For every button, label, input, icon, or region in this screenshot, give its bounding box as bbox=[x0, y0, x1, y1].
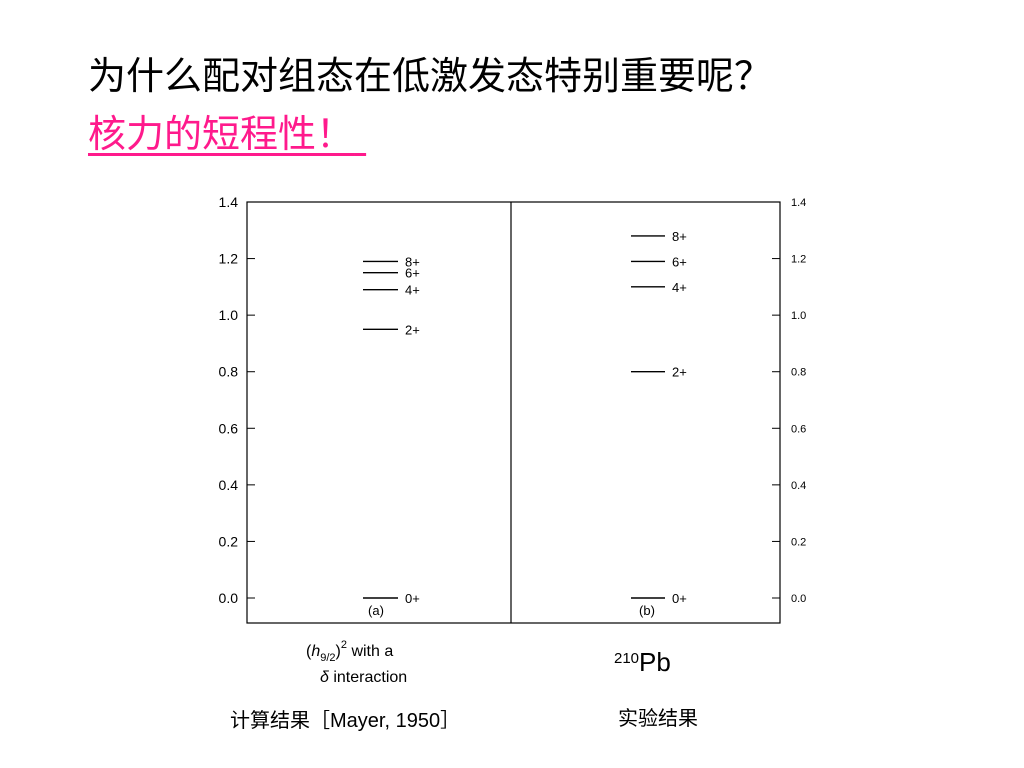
right-axis: 0.0 0.2 0.4 0.6 0.8 1.0 1.2 1.4 bbox=[772, 197, 806, 605]
energy-level-label: 2+ bbox=[672, 365, 687, 380]
panel-a-description-line1: (h9/2)2 with a bbox=[306, 639, 393, 664]
energy-level-label: 0+ bbox=[405, 591, 420, 606]
caption-calculation: 计算结果［Mayer, 1950］ bbox=[230, 704, 460, 733]
description-with-a: with a bbox=[350, 643, 393, 660]
energy-level-label: 6+ bbox=[672, 254, 687, 269]
right-tick-label: 1.2 bbox=[791, 254, 806, 266]
left-axis: 0.0 0.2 0.4 0.6 0.8 1.0 1.2 1.4 bbox=[219, 194, 255, 606]
right-tick-label: 1.0 bbox=[791, 310, 806, 322]
caption-calc-suffix: ］ bbox=[440, 708, 461, 732]
orbital-power: 2 bbox=[341, 639, 347, 651]
plot-frame bbox=[246, 201, 781, 624]
caption-calc-ref: Mayer, 1950 bbox=[330, 710, 441, 732]
left-tick-label: 1.0 bbox=[219, 307, 239, 323]
left-tick-label: 0.6 bbox=[219, 420, 239, 436]
slide-title: 为什么配对组态在低激发态特别重要呢？ bbox=[88, 54, 773, 98]
left-tick-label: 0.2 bbox=[219, 533, 239, 549]
energy-level-label: 8+ bbox=[672, 229, 687, 244]
left-tick-label: 0.8 bbox=[219, 364, 239, 380]
right-tick-label: 0.4 bbox=[791, 480, 806, 492]
energy-level-label: 4+ bbox=[405, 283, 420, 298]
orbital-symbol: h bbox=[311, 643, 320, 660]
energy-level-label: 0+ bbox=[672, 591, 687, 606]
right-tick-label: 0.6 bbox=[791, 423, 806, 435]
caption-experiment: 实验结果 bbox=[618, 706, 698, 730]
right-tick-label: 0.8 bbox=[791, 367, 806, 379]
panel-b-description: 210Pb bbox=[614, 647, 671, 677]
left-tick-label: 0.4 bbox=[219, 477, 239, 493]
energy-level-label: 4+ bbox=[672, 280, 687, 295]
delta-symbol: δ bbox=[320, 669, 330, 686]
element-symbol: Pb bbox=[639, 647, 671, 677]
panel-a-levels: 0+ 2+ 4+ 6+8+ bbox=[363, 254, 420, 606]
panel-a-description-line2: δ interaction bbox=[320, 669, 407, 686]
panel-a-label: (a) bbox=[368, 603, 384, 618]
orbital-subscript: 9/2 bbox=[320, 652, 335, 664]
description-interaction: interaction bbox=[333, 669, 407, 686]
mass-number: 210 bbox=[614, 650, 639, 667]
left-tick-label: 1.4 bbox=[219, 194, 239, 210]
energy-level-label: 8+ bbox=[405, 254, 420, 269]
panel-b-levels: 0+ 2+ 4+ 6+ 8+ bbox=[631, 229, 687, 606]
slide-subtitle: 核力的短程性！ bbox=[88, 110, 380, 158]
caption-calc-prefix: 计算结果［ bbox=[230, 708, 330, 732]
right-tick-label: 1.4 bbox=[791, 197, 806, 209]
panel-b-label: (b) bbox=[639, 603, 655, 618]
right-tick-label: 0.0 bbox=[791, 593, 806, 605]
right-tick-label: 0.2 bbox=[791, 536, 806, 548]
energy-level-label: 6+ bbox=[405, 266, 420, 281]
left-tick-label: 0.0 bbox=[219, 590, 239, 606]
slide-subtitle-text: 核力的短程性！ bbox=[88, 112, 355, 156]
left-tick-label: 1.2 bbox=[219, 251, 239, 267]
energy-level-label: 2+ bbox=[405, 322, 420, 337]
